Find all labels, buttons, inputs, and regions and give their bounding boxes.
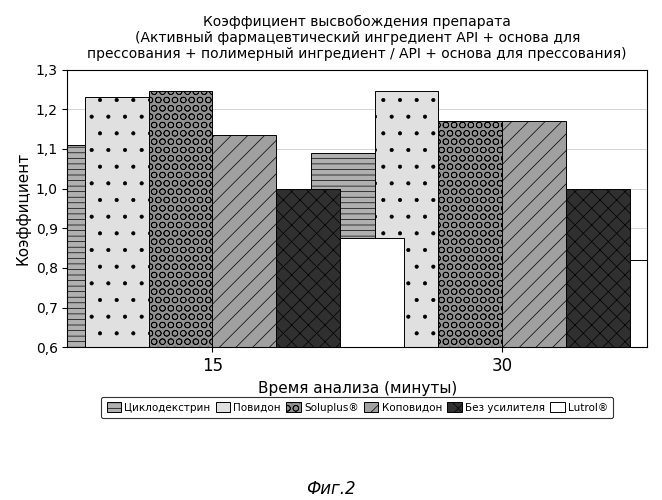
Y-axis label: Коэффициент: Коэффициент xyxy=(15,152,30,265)
Bar xyxy=(502,121,566,347)
Title: Коэффициент высвобождения препарата
(Активный фармацевтический ингредиент API + : Коэффициент высвобождения препарата (Акт… xyxy=(87,15,627,62)
Bar xyxy=(340,238,404,347)
Bar xyxy=(276,188,340,347)
Text: Фиг.2: Фиг.2 xyxy=(307,480,355,498)
Legend: Циклодекстрин, Повидон, Soluplus®, Коповидон, Без усилителя, Lutrol®: Циклодекстрин, Повидон, Soluplus®, Копов… xyxy=(101,397,613,418)
Bar xyxy=(311,153,375,347)
Bar xyxy=(438,121,502,347)
Bar xyxy=(21,145,85,347)
Bar xyxy=(213,135,276,347)
Bar xyxy=(375,92,438,347)
Bar xyxy=(630,260,662,347)
Bar xyxy=(566,188,630,347)
Bar xyxy=(85,98,148,347)
X-axis label: Время анализа (минуты): Время анализа (минуты) xyxy=(258,380,457,396)
Bar xyxy=(148,92,213,347)
